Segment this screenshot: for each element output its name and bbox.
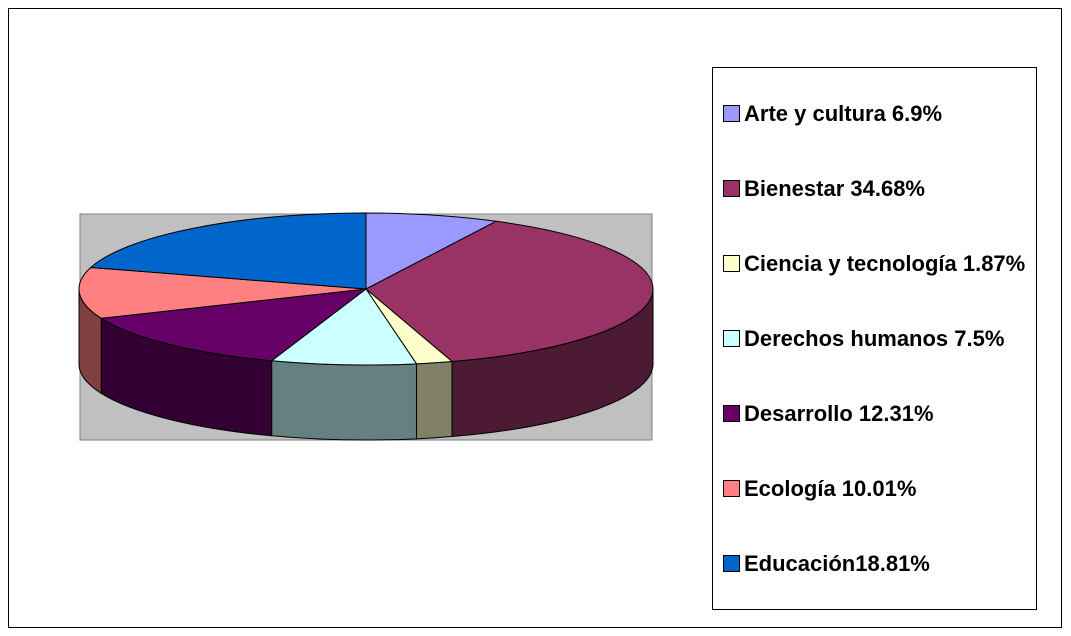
legend-entry: Ciencia y tecnología 1.87% (723, 245, 1030, 282)
legend-entry: Educación18.81% (723, 545, 1030, 582)
pie-slice (365, 212, 498, 290)
pie-slice (99, 288, 368, 362)
legend-label: Ecología 10.01% (744, 476, 917, 501)
legend-swatch (723, 555, 740, 572)
legend-entry: Ecología 10.01% (723, 470, 1030, 507)
legend: Arte y cultura 6.9% Bienestar 34.68% Cienc… (712, 67, 1037, 610)
legend-entry: Bienestar 34.68% (723, 170, 1030, 207)
chart-frame (8, 8, 1062, 628)
legend-swatch (723, 405, 740, 422)
legend-label: Bienestar 34.68% (744, 176, 925, 201)
legend-swatch (723, 255, 740, 272)
pie-slice (78, 266, 367, 319)
pie-slice-side (415, 360, 453, 440)
legend-label: Ciencia y tecnología 1.87% (744, 251, 1026, 276)
legend-entry: Arte y cultura 6.9% (723, 95, 1030, 132)
legend-swatch (723, 105, 740, 122)
legend-label: Desarrollo 12.31% (744, 401, 934, 426)
pie-slice-side (271, 360, 417, 441)
legend-swatch (723, 180, 740, 197)
legend-label: Derechos humanos 7.5% (744, 326, 1005, 351)
pie-slice (270, 288, 418, 366)
legend-label: Arte y cultura 6.9% (744, 101, 943, 126)
legend-entry: Derechos humanos 7.5% (723, 320, 1030, 357)
legend-entry: Desarrollo 12.31% (723, 395, 1030, 432)
pie-slice (365, 220, 654, 363)
legend-label: Educación18.81% (744, 551, 930, 576)
legend-swatch (723, 480, 740, 497)
pie-slice (89, 212, 367, 290)
legend-swatch (723, 330, 740, 347)
